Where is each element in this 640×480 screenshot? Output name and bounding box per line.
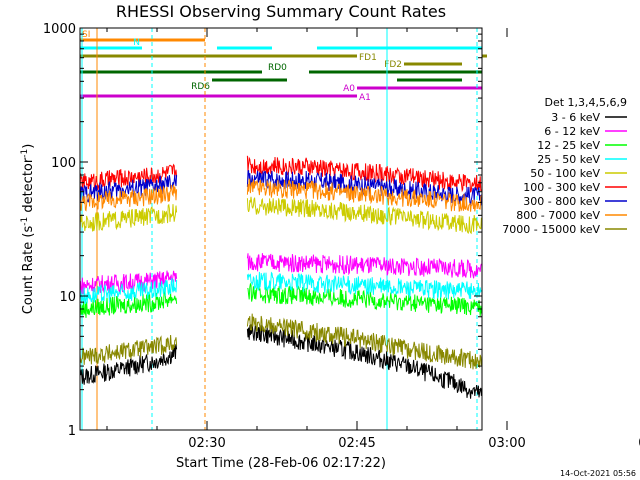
- flag-bars: SI N FD1 FD2 RD0 RD6 A0 A1: [80, 30, 487, 103]
- chart-title: RHESSI Observing Summary Count Rates: [116, 2, 446, 21]
- legend-label-7: 800 - 7000 keV: [516, 209, 600, 222]
- flag-label-rd6: RD6: [191, 82, 210, 92]
- y-axis-label-tail-sup: -1: [20, 149, 30, 158]
- timestamp: 14-Oct-2021 05:56: [560, 469, 636, 478]
- y-tick-label-2: 100: [51, 156, 76, 171]
- series-line-7: [79, 178, 482, 212]
- flag-label-fd2: FD2: [384, 60, 402, 70]
- flag-label-a0: A0: [343, 84, 355, 94]
- x-tick-label-0: 02:30: [188, 436, 225, 451]
- y-axis-label: Count Rate (s-1 detector-1): [20, 144, 36, 315]
- series-line-4: [79, 196, 482, 235]
- flag-label-si: SI: [82, 30, 90, 40]
- y-axis-label-close: ): [21, 144, 36, 149]
- x-tick-label-1: 02:45: [338, 436, 375, 451]
- plot-frame: [79, 27, 483, 431]
- series-line-3: [79, 271, 482, 305]
- legend-label-1: 6 - 12 keV: [544, 125, 600, 138]
- series-line-8: [79, 313, 482, 370]
- legend-label-0: 3 - 6 keV: [551, 111, 600, 124]
- legend-label-3: 25 - 50 keV: [537, 153, 600, 166]
- y-axis-label-tail: detector: [21, 157, 36, 217]
- x-tick-label-3: 03:15: [638, 436, 640, 451]
- y-tick-label-1: 10: [59, 290, 76, 305]
- series-lines: [79, 155, 482, 399]
- series-line-0: [79, 323, 482, 399]
- series-line-2: [79, 282, 482, 318]
- y-axis-label-sup: -1: [20, 217, 30, 226]
- flag-label-rd0: RD0: [268, 63, 287, 73]
- y-tick-label-3: 1000: [43, 22, 76, 37]
- legend-label-4: 50 - 100 keV: [530, 167, 600, 180]
- x-axis-label: Start Time (28-Feb-06 02:17:22): [176, 456, 386, 471]
- flag-label-n: N: [133, 38, 140, 48]
- flag-label-a1: A1: [359, 93, 371, 103]
- legend-label-2: 12 - 25 keV: [537, 139, 600, 152]
- flag-label-fd1: FD1: [359, 53, 377, 63]
- x-tick-label-2: 03:00: [488, 436, 525, 451]
- y-tick-label-0: 1: [68, 424, 76, 439]
- series-line-1: [79, 253, 482, 295]
- legend-label-6: 300 - 800 keV: [523, 195, 600, 208]
- legend-title: Det 1,3,4,5,6,9: [544, 96, 627, 109]
- legend-label-8: 7000 - 15000 keV: [502, 223, 600, 236]
- y-axis-label-main: Count Rate (s: [21, 226, 36, 315]
- legend-label-5: 100 - 300 keV: [523, 181, 600, 194]
